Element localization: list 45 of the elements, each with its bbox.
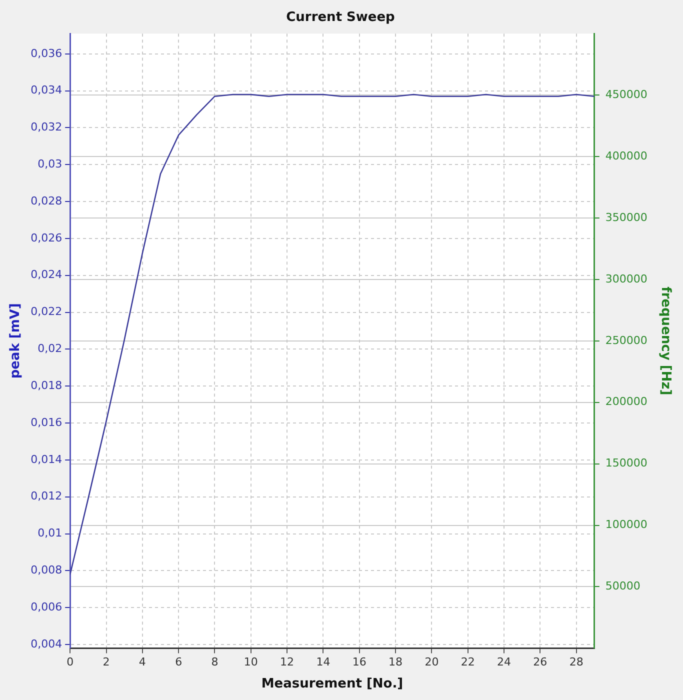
x-tick-label: 4 (138, 656, 146, 669)
y-tick-label: 0,032 (30, 120, 62, 134)
x-tick-label: 20 (424, 656, 439, 669)
y-tick-label: 0,02 (38, 342, 62, 356)
x-tick-label: 18 (388, 656, 403, 669)
y-tick-label: 0,004 (30, 637, 62, 650)
y2-tick-label: 250000 (605, 334, 648, 347)
x-tick-label: 22 (460, 656, 475, 669)
y2-tick-label: 200000 (605, 395, 648, 408)
y2-tick-label: 450000 (605, 88, 648, 101)
y-tick-label: 0,026 (30, 231, 62, 244)
x-tick-label: 8 (211, 656, 218, 669)
x-tick-label: 26 (533, 656, 548, 669)
x-tick-label: 28 (569, 656, 584, 669)
x-tick-label: 2 (102, 656, 110, 669)
chart-title: Current Sweep (286, 10, 395, 26)
y2-tick-label: 350000 (605, 210, 648, 224)
x-axis-title: Measurement [No.] (261, 676, 404, 692)
y2-tick-label: 400000 (605, 149, 648, 162)
y-tick-label: 0,034 (30, 84, 62, 97)
x-tick-label: 6 (175, 656, 182, 669)
y-tick-label: 0,014 (30, 452, 62, 466)
y2-tick-label: 150000 (605, 456, 648, 470)
y-tick-label: 0,03 (38, 158, 62, 170)
y-tick-label: 0,018 (30, 378, 62, 392)
x-tick-label: 12 (280, 656, 294, 669)
x-tick-label: 16 (352, 656, 366, 669)
y2-tick-label: 100000 (605, 518, 648, 532)
x-tick-label: 14 (316, 656, 330, 669)
y-tick-label: 0,036 (30, 46, 62, 60)
x-tick-label: 24 (497, 656, 512, 669)
x-tick-label: 10 (244, 656, 258, 669)
y2-tick-label: 50000 (605, 580, 640, 593)
y-tick-label: 0,008 (30, 564, 62, 577)
y-tick-label: 0,01 (38, 526, 62, 540)
x-tick-label: 0 (66, 656, 74, 669)
y-tick-label: 0,016 (30, 416, 62, 429)
y-tick-label: 0,028 (30, 194, 62, 208)
y-tick-label: 0,012 (30, 490, 62, 503)
y2-tick-label: 300000 (605, 272, 648, 286)
y-tick-label: 0,024 (30, 268, 62, 282)
y-axis-title: peak [mV] (8, 303, 24, 379)
y2-axis-title: frequency [Hz] (658, 286, 673, 396)
y-tick-label: 0,006 (30, 600, 62, 614)
y-tick-label: 0,022 (30, 305, 62, 318)
